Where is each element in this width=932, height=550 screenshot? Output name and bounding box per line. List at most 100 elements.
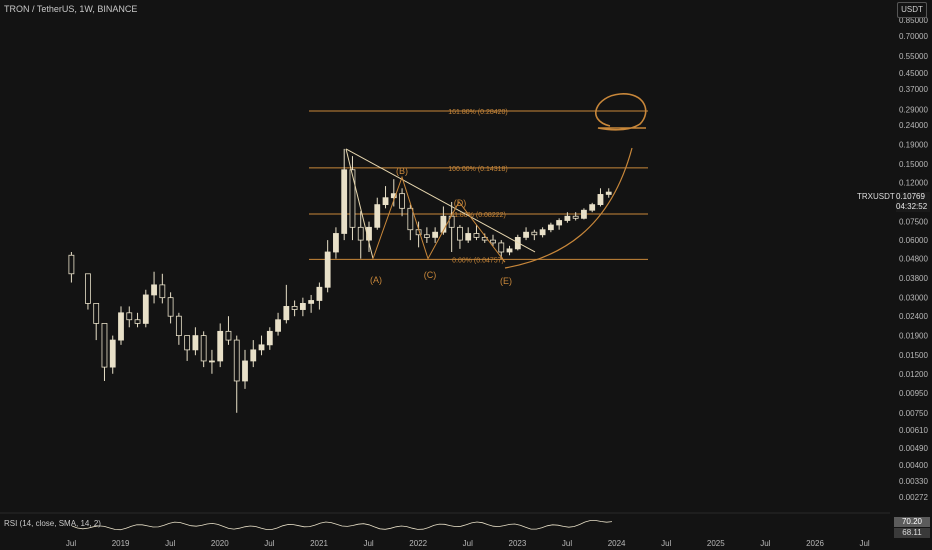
chart-title: TRON / TetherUS, 1W, BINANCE: [4, 4, 138, 14]
time-axis: Jul 2019 Jul 2020 Jul 2021 Jul 2022 Jul 2023 Jul 20…: [66, 539, 870, 548]
candle-body: [349, 169, 356, 228]
candle-body: [225, 330, 232, 341]
price-tick-label: 0.01200: [899, 370, 928, 379]
candle-body: [589, 204, 596, 211]
candle-body: [68, 254, 75, 275]
price-tick-label: 0.02400: [899, 312, 928, 321]
wave-label: (E): [500, 276, 512, 286]
candle-body: [151, 284, 157, 296]
candle-body: [399, 193, 405, 209]
rsi-line: [71, 520, 613, 531]
fib-level-label: 100.00% (0.14318): [448, 166, 508, 173]
price-tick-label: 0.00272: [899, 493, 928, 502]
parabolic-curve: [504, 147, 633, 269]
fib-level-label: 0.00% (0.04757): [452, 257, 504, 264]
price-tick-label: 0.00490: [899, 444, 928, 453]
symbol-tag: TRXUSDT: [857, 192, 895, 201]
time-tick-label: Jul: [66, 539, 76, 548]
rsi-pane: [0, 512, 890, 531]
candle-body: [473, 233, 480, 238]
candle-body: [291, 306, 298, 310]
time-tick-label: 2024: [608, 539, 626, 548]
price-tick-label: 0.45000: [899, 69, 928, 78]
candle-body: [498, 242, 505, 253]
price-tick-label: 0.00330: [899, 477, 928, 486]
time-tick-label: Jul: [859, 539, 869, 548]
currency-button[interactable]: USDT: [897, 2, 927, 18]
candle-body: [390, 193, 397, 199]
candle-body: [564, 215, 571, 221]
candle-body: [250, 349, 257, 362]
time-tick-label: 2020: [211, 539, 229, 548]
price-tick-label: 0.00950: [899, 389, 928, 398]
rsi-ma-value-box: 68.11: [894, 528, 930, 538]
time-tick-label: 2023: [509, 539, 527, 548]
time-tick-label: Jul: [661, 539, 671, 548]
fib-level-label: 161.80% (0.28420): [448, 109, 508, 116]
candle-body: [324, 251, 331, 288]
candle-body: [374, 204, 381, 228]
time-tick-label: 2019: [112, 539, 130, 548]
wave-label: (C): [424, 270, 437, 280]
time-tick-label: 2021: [310, 539, 328, 548]
candle-body: [299, 302, 306, 310]
wave-label: (B): [396, 166, 408, 176]
candle-body: [308, 300, 315, 304]
candle-body: [266, 330, 273, 346]
candle-body: [432, 231, 439, 238]
rsi-value-box: 70.20: [894, 517, 930, 527]
candle-body: [490, 239, 496, 244]
candle-body: [85, 273, 91, 304]
price-tick-label: 0.03000: [899, 294, 928, 303]
candle-body: [333, 233, 339, 253]
candle-body: [539, 229, 546, 236]
candle-body: [357, 226, 364, 241]
price-tick-label: 0.01500: [899, 351, 928, 360]
candle-body: [316, 286, 323, 301]
fibonacci-levels: 161.80% (0.28420) 100.00% (0.14318) 61.80%…: [309, 109, 648, 264]
time-tick-label: Jul: [165, 539, 175, 548]
triangle-upper-trendline: [345, 148, 536, 253]
candle-body: [341, 169, 348, 234]
candle-body: [547, 224, 554, 231]
price-tick-label: 0.29000: [899, 105, 928, 114]
candle-body: [423, 234, 430, 238]
candle-body: [142, 294, 149, 324]
countdown: 04:32:52: [896, 202, 928, 211]
time-tick-label: 2025: [707, 539, 725, 548]
candle-body: [258, 344, 265, 351]
fib-level-label: 61.80% (0.08222): [450, 212, 506, 219]
candle-body: [175, 315, 182, 336]
price-tick-label: 0.12000: [899, 179, 928, 188]
time-tick-label: Jul: [760, 539, 770, 548]
last-price: 0.10769: [896, 192, 925, 201]
candle-body: [605, 191, 612, 195]
last-price-label: 0.10769 04:32:52: [896, 192, 930, 212]
wave-label: (A): [370, 275, 382, 285]
candle-body: [184, 335, 191, 351]
candle-body: [407, 207, 414, 231]
candle-body: [572, 215, 579, 219]
time-tick-label: Jul: [562, 539, 572, 548]
price-tick-label: 0.15000: [899, 160, 928, 169]
price-tick-label: 0.07500: [899, 218, 928, 227]
candle-body: [134, 319, 141, 324]
candle-body: [167, 297, 174, 317]
triangle-left-trendline: [345, 148, 374, 259]
price-axis: 0.85000 0.70000 0.55000 0.45000 0.37000 0.290…: [899, 16, 928, 502]
price-tick-label: 0.55000: [899, 52, 928, 61]
price-tick-label: 0.70000: [899, 32, 928, 41]
time-tick-label: Jul: [463, 539, 473, 548]
candle-body: [118, 312, 124, 341]
candle-body: [382, 197, 389, 206]
drawing-tools: (A) (B) (C) (D) (E): [345, 93, 647, 286]
candle-body: [233, 339, 240, 382]
candle-body: [597, 194, 604, 206]
time-tick-label: Jul: [363, 539, 373, 548]
candle-body: [531, 231, 538, 236]
time-tick-label: Jul: [264, 539, 274, 548]
price-tick-label: 0.00400: [899, 461, 928, 470]
price-tick-label: 0.00610: [899, 426, 928, 435]
time-tick-label: 2022: [409, 539, 427, 548]
